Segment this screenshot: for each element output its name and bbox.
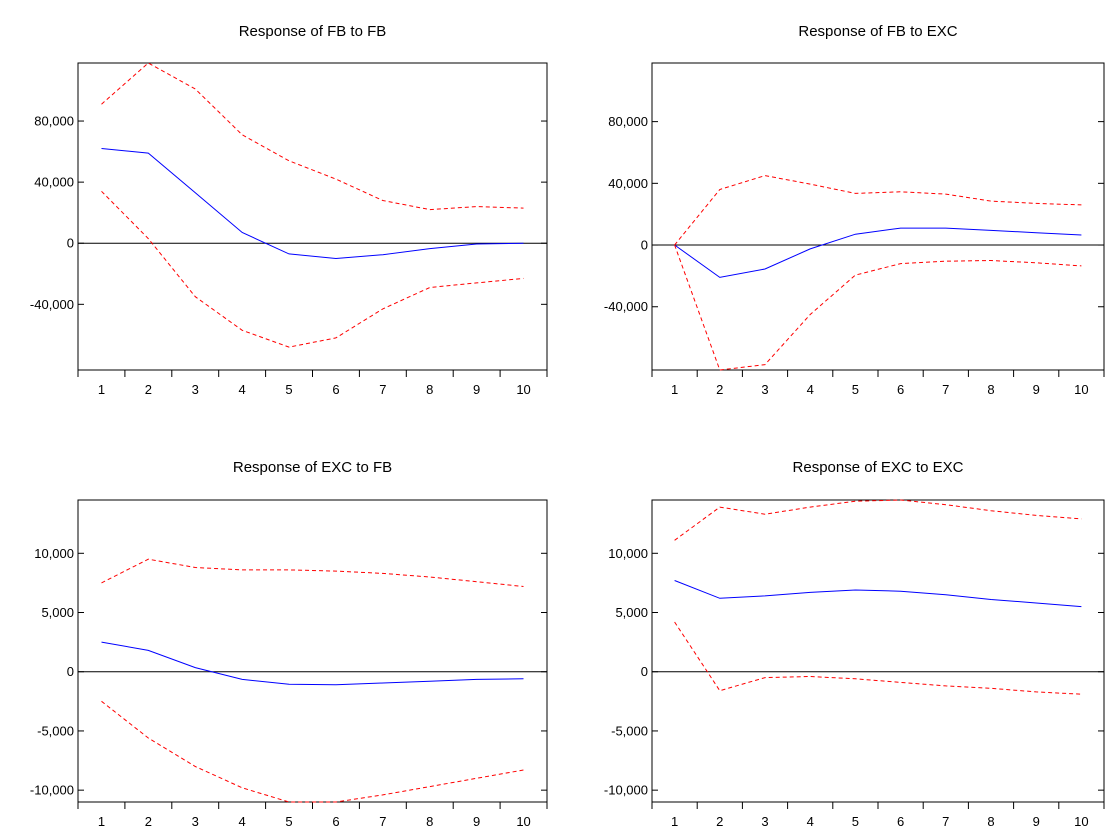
confidence-band-lower	[101, 190, 524, 348]
x-tick-label: 5	[852, 382, 859, 397]
x-tick-label: 7	[379, 814, 386, 829]
x-tick-label: 4	[807, 382, 814, 397]
x-tick-label: 9	[473, 814, 480, 829]
y-tick-label: 0	[67, 236, 74, 251]
x-tick-label: 3	[761, 382, 768, 397]
x-tick-label: 1	[671, 814, 678, 829]
x-tick-label: 8	[987, 814, 994, 829]
y-tick-label: 0	[67, 664, 74, 679]
x-tick-label: 2	[716, 382, 723, 397]
panel-title: Response of EXC to EXC	[793, 459, 964, 476]
response-line	[101, 148, 524, 260]
irf-panel-2: Response of FB to EXC 80,000 40,000 0 -40,00…	[604, 23, 1105, 397]
panel-title: Response of EXC to FB	[233, 459, 392, 476]
x-tick-label: 2	[145, 382, 152, 397]
confidence-band-upper	[101, 62, 524, 211]
x-tick-label: 9	[1033, 382, 1040, 397]
x-tick-label: 2	[716, 814, 723, 829]
x-tick-label: 9	[473, 382, 480, 397]
x-tick-label: 9	[1033, 814, 1040, 829]
y-tick-label: -40,000	[30, 297, 74, 312]
y-tick-label: 10,000	[34, 546, 74, 561]
confidence-band-upper	[674, 499, 1082, 541]
x-tick-label: 1	[98, 382, 105, 397]
y-tick-label: -40,000	[604, 299, 648, 314]
x-tick-label: 3	[761, 814, 768, 829]
x-tick-label: 4	[807, 814, 814, 829]
y-tick-label: 0	[641, 238, 648, 253]
y-tick-label: -5,000	[37, 723, 74, 738]
x-tick-label: 3	[192, 814, 199, 829]
confidence-band-upper	[101, 558, 524, 587]
response-line	[674, 227, 1082, 278]
x-tick-label: 10	[516, 814, 530, 829]
x-tick-label: 5	[285, 382, 292, 397]
y-tick-label: 40,000	[34, 175, 74, 190]
y-tick-label: -5,000	[611, 723, 648, 738]
x-tick-label: 8	[987, 382, 994, 397]
irf-panel-4: Response of EXC to EXC 10,000 5,000 0 -5,000…	[604, 459, 1105, 829]
x-tick-label: 10	[516, 382, 530, 397]
x-tick-label: 5	[285, 814, 292, 829]
plot-frame	[77, 499, 548, 803]
y-tick-label: 0	[641, 664, 648, 679]
x-tick-label: 8	[426, 814, 433, 829]
x-tick-label: 8	[426, 382, 433, 397]
y-tick-label: 40,000	[608, 176, 648, 191]
plot-frame	[651, 62, 1105, 371]
confidence-band-lower	[101, 700, 524, 803]
y-tick-label: 10,000	[608, 546, 648, 561]
y-tick-label: 5,000	[41, 605, 74, 620]
confidence-band-lower	[674, 621, 1082, 695]
y-tick-label: -10,000	[604, 783, 648, 798]
x-tick-label: 4	[239, 382, 246, 397]
confidence-band-lower	[674, 244, 1082, 371]
x-tick-label: 6	[332, 382, 339, 397]
x-tick-label: 10	[1074, 382, 1088, 397]
x-tick-label: 3	[192, 382, 199, 397]
x-tick-label: 2	[145, 814, 152, 829]
x-tick-label: 6	[897, 814, 904, 829]
x-tick-label: 6	[332, 814, 339, 829]
plot-frame	[651, 499, 1105, 803]
y-tick-label: 80,000	[34, 114, 74, 129]
x-tick-label: 7	[379, 382, 386, 397]
y-tick-label: -10,000	[30, 783, 74, 798]
irf-panel-3: Response of EXC to FB 10,000 5,000 0 -5,000 -…	[30, 459, 548, 829]
x-tick-label: 4	[239, 814, 246, 829]
panel-title: Response of FB to FB	[239, 23, 387, 40]
x-tick-label: 1	[98, 814, 105, 829]
x-tick-label: 1	[671, 382, 678, 397]
y-tick-label: 5,000	[615, 605, 648, 620]
x-tick-label: 5	[852, 814, 859, 829]
irf-panel-1: Response of FB to FB 80,000 40,000 0 -40,000…	[30, 23, 548, 397]
panel-title: Response of FB to EXC	[798, 23, 957, 40]
x-tick-label: 7	[942, 814, 949, 829]
x-tick-label: 6	[897, 382, 904, 397]
response-line	[101, 641, 524, 686]
plot-frame	[77, 62, 548, 371]
confidence-band-upper	[674, 175, 1082, 246]
x-tick-label: 7	[942, 382, 949, 397]
response-line	[674, 580, 1082, 608]
x-tick-label: 10	[1074, 814, 1088, 829]
y-tick-label: 80,000	[608, 114, 648, 129]
